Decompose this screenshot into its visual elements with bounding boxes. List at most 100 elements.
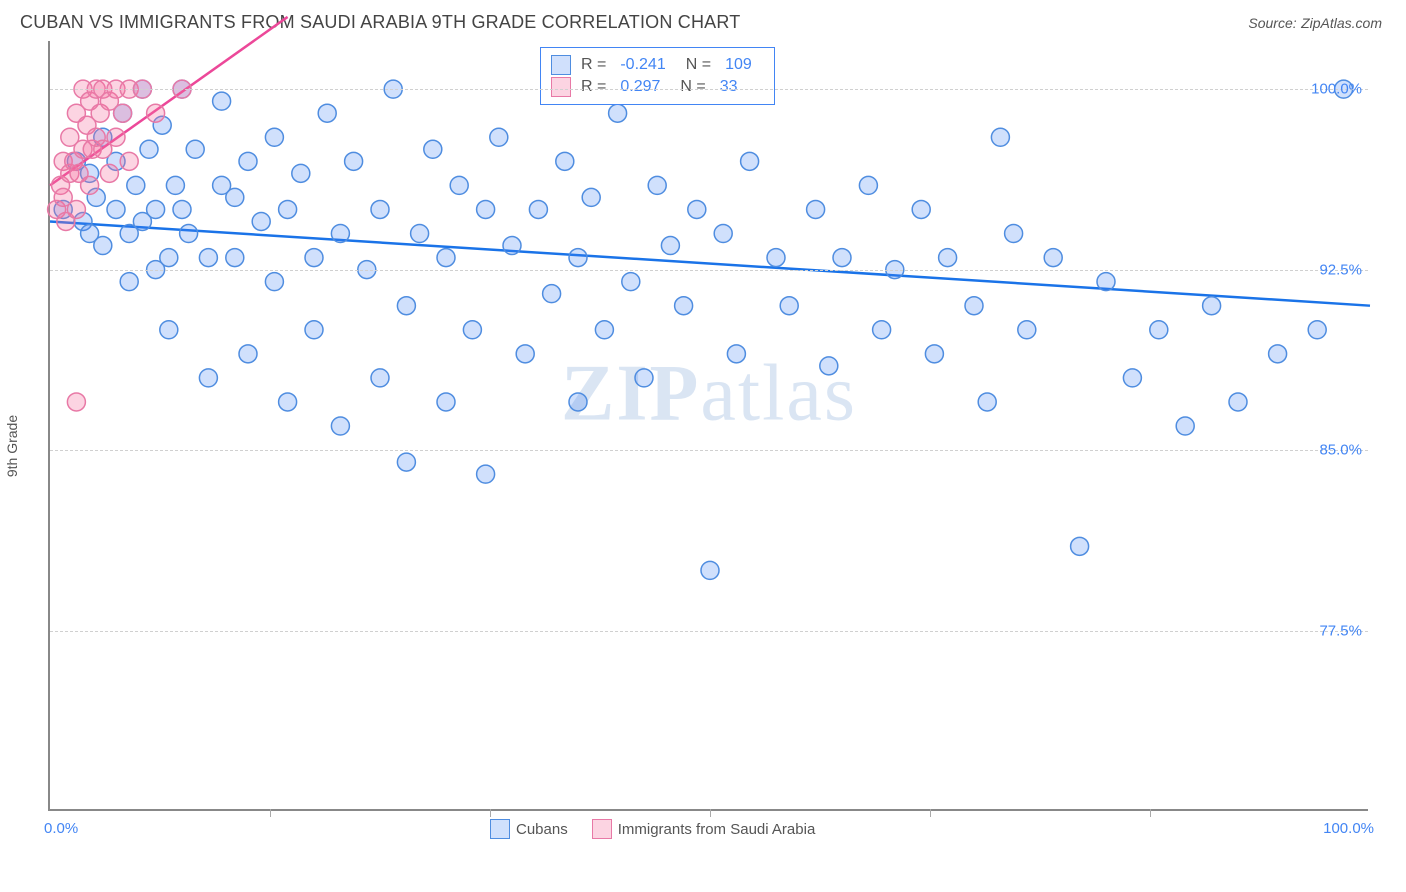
data-point — [424, 140, 442, 158]
data-point — [1150, 321, 1168, 339]
data-point — [833, 249, 851, 267]
data-point — [490, 128, 508, 146]
data-point — [252, 212, 270, 230]
data-point — [318, 104, 336, 122]
data-point — [120, 152, 138, 170]
data-point — [437, 393, 455, 411]
x-tick — [270, 809, 271, 817]
data-point — [648, 176, 666, 194]
source-attribution: Source: ZipAtlas.com — [1248, 15, 1382, 33]
x-tick — [710, 809, 711, 817]
data-point — [529, 200, 547, 218]
data-point — [107, 200, 125, 218]
gridline — [50, 270, 1368, 271]
data-point — [239, 152, 257, 170]
data-point — [701, 561, 719, 579]
data-point — [873, 321, 891, 339]
data-point — [180, 225, 198, 243]
data-point — [714, 225, 732, 243]
data-point — [226, 188, 244, 206]
gridline — [50, 89, 1368, 90]
data-point — [437, 249, 455, 267]
data-point — [912, 200, 930, 218]
data-point — [166, 176, 184, 194]
data-point — [265, 128, 283, 146]
data-point — [543, 285, 561, 303]
series-legend: Cubans Immigrants from Saudi Arabia — [490, 819, 815, 839]
data-point — [305, 321, 323, 339]
data-point — [331, 225, 349, 243]
swatch-saudi — [551, 77, 571, 97]
data-point — [140, 140, 158, 158]
data-point — [820, 357, 838, 375]
data-point — [503, 237, 521, 255]
data-point — [741, 152, 759, 170]
data-point — [279, 200, 297, 218]
data-point — [1176, 417, 1194, 435]
data-point — [199, 369, 217, 387]
n-key: N = — [686, 54, 711, 76]
data-point — [213, 92, 231, 110]
data-point — [556, 152, 574, 170]
chart-plot-area: ZIPatlas R = -0.241 N = 109 R = 0.297 N … — [48, 41, 1368, 811]
data-point — [569, 249, 587, 267]
trend-line — [50, 221, 1370, 305]
legend-item-cubans: Cubans — [490, 819, 568, 839]
data-point — [186, 140, 204, 158]
n-value-cubans: 109 — [721, 54, 762, 76]
data-point — [1123, 369, 1141, 387]
r-key: R = — [581, 54, 606, 76]
data-point — [516, 345, 534, 363]
data-point — [675, 297, 693, 315]
data-point — [978, 393, 996, 411]
data-point — [94, 237, 112, 255]
data-point — [160, 321, 178, 339]
y-tick-label: 100.0% — [1311, 81, 1362, 98]
x-min-label: 0.0% — [44, 820, 78, 837]
data-point — [1203, 297, 1221, 315]
y-tick-label: 77.5% — [1319, 622, 1362, 639]
swatch-saudi-icon — [592, 819, 612, 839]
data-point — [345, 152, 363, 170]
data-point — [859, 176, 877, 194]
data-point — [1071, 537, 1089, 555]
x-tick — [930, 809, 931, 817]
data-point — [767, 249, 785, 267]
r-value-saudi: 0.297 — [616, 76, 670, 98]
data-point — [239, 345, 257, 363]
legend-label-cubans: Cubans — [516, 821, 568, 838]
data-point — [991, 128, 1009, 146]
legend-item-saudi: Immigrants from Saudi Arabia — [592, 819, 816, 839]
legend-label-saudi: Immigrants from Saudi Arabia — [618, 821, 816, 838]
swatch-cubans-icon — [490, 819, 510, 839]
data-point — [939, 249, 957, 267]
data-point — [147, 104, 165, 122]
gridline — [50, 450, 1368, 451]
y-tick-label: 92.5% — [1319, 261, 1362, 278]
data-point — [780, 297, 798, 315]
data-point — [114, 104, 132, 122]
data-point — [100, 164, 118, 182]
data-point — [1097, 273, 1115, 291]
data-point — [397, 297, 415, 315]
y-axis-label: 9th Grade — [4, 415, 20, 477]
data-point — [120, 273, 138, 291]
scatter-svg — [50, 41, 1368, 809]
data-point — [1044, 249, 1062, 267]
data-point — [371, 369, 389, 387]
swatch-cubans — [551, 55, 571, 75]
data-point — [305, 249, 323, 267]
data-point — [397, 453, 415, 471]
x-tick — [490, 809, 491, 817]
source-name: ZipAtlas.com — [1301, 15, 1382, 31]
gridline — [50, 631, 1368, 632]
data-point — [292, 164, 310, 182]
data-point — [67, 200, 85, 218]
data-point — [226, 249, 244, 267]
data-point — [411, 225, 429, 243]
data-point — [279, 393, 297, 411]
data-point — [463, 321, 481, 339]
n-value-saudi: 33 — [716, 76, 748, 98]
y-tick-label: 85.0% — [1319, 442, 1362, 459]
data-point — [477, 465, 495, 483]
